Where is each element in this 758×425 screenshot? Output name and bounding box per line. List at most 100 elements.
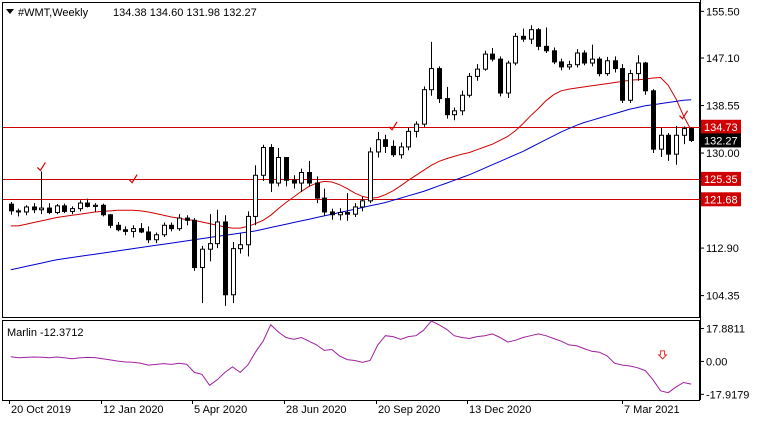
candle-body xyxy=(628,73,633,101)
candle-body xyxy=(238,244,243,250)
candle xyxy=(429,41,434,96)
candle-body xyxy=(490,53,495,60)
candle-body xyxy=(177,217,182,230)
candle xyxy=(406,127,411,151)
candle xyxy=(223,215,228,306)
check-mark-icon xyxy=(36,162,46,172)
candle-body xyxy=(162,224,167,236)
candle-body xyxy=(299,172,304,184)
candle-body xyxy=(70,208,75,212)
candle-body xyxy=(597,58,602,75)
candle xyxy=(231,241,236,304)
candle-body xyxy=(605,60,610,75)
candle xyxy=(315,176,320,204)
check-mark-icon xyxy=(388,121,398,131)
candle xyxy=(498,56,503,97)
candle xyxy=(552,47,557,65)
chart-symbol: #WMT,Weekly xyxy=(18,7,89,19)
candle xyxy=(483,50,488,71)
candle xyxy=(620,64,625,104)
chart-menu-icon[interactable] xyxy=(6,9,14,14)
candle-body xyxy=(383,139,388,147)
candle-body xyxy=(552,50,557,63)
candle xyxy=(70,206,75,215)
candle-body xyxy=(682,128,687,136)
candle xyxy=(154,232,159,244)
candle-body xyxy=(101,204,106,216)
candle-body xyxy=(467,75,472,96)
candle-body xyxy=(643,62,648,92)
candle-body xyxy=(353,206,358,215)
candle xyxy=(246,211,251,257)
candle xyxy=(422,86,427,127)
indicator-pane-frame xyxy=(2,320,700,401)
candle xyxy=(116,221,121,232)
candle-body xyxy=(16,210,21,213)
candle-body xyxy=(253,174,258,217)
candle xyxy=(368,147,373,204)
candle-body xyxy=(513,35,518,64)
candle xyxy=(391,140,396,157)
candle-body xyxy=(406,130,411,148)
current-price-tag: 132.27 xyxy=(701,133,741,148)
candle-body xyxy=(338,212,343,216)
candle-body xyxy=(391,145,396,156)
main-pane xyxy=(3,25,700,306)
down-arrow-icon xyxy=(657,350,668,360)
candle-body xyxy=(55,205,60,214)
candle xyxy=(559,58,564,71)
candle-body xyxy=(689,128,694,141)
date-tick-label: 20 Oct 2019 xyxy=(11,404,71,416)
candle-body xyxy=(276,156,281,184)
indicator-tick-label: 17.8811 xyxy=(706,324,745,336)
candle-body xyxy=(590,58,595,64)
candle-body xyxy=(613,60,618,70)
candle-body xyxy=(345,212,350,215)
candle xyxy=(544,27,549,54)
candle xyxy=(467,73,472,98)
candle-body xyxy=(452,110,457,116)
candle xyxy=(192,218,197,271)
fast-moving-average-line xyxy=(10,76,692,229)
candle xyxy=(338,208,343,221)
candle-body xyxy=(399,146,404,156)
candle-body xyxy=(429,68,434,91)
level-price-tag-label: 134.73 xyxy=(704,122,738,134)
date-tick-label: 5 Apr 2020 xyxy=(194,404,247,416)
marlin-line xyxy=(10,320,692,394)
candle xyxy=(123,226,128,236)
candle-body xyxy=(169,224,174,230)
indicator-pane xyxy=(10,320,692,394)
candle-body xyxy=(322,197,327,213)
candle-body xyxy=(536,29,541,47)
candle xyxy=(24,205,29,216)
candle-body xyxy=(292,179,297,184)
candle-body xyxy=(47,207,52,214)
candle-body xyxy=(414,123,419,132)
candle xyxy=(322,188,327,216)
check-mark-icon xyxy=(679,110,689,120)
candle-body xyxy=(307,172,312,184)
candle xyxy=(55,204,60,215)
candle xyxy=(185,215,190,226)
candle xyxy=(215,209,220,249)
candle-body xyxy=(62,205,67,212)
candle xyxy=(16,208,21,217)
candle-body xyxy=(483,53,488,70)
price-tick-label: 112.90 xyxy=(706,243,739,255)
candle xyxy=(261,144,266,181)
candle xyxy=(9,201,14,215)
indicator-label: Marlin -12.3712 xyxy=(7,327,83,339)
candle xyxy=(108,214,113,229)
level-price-tag-bg xyxy=(701,192,741,207)
candle xyxy=(460,90,465,116)
candle xyxy=(78,200,83,212)
candle xyxy=(253,165,258,226)
level-price-tag: 121.68 xyxy=(701,192,741,207)
candle xyxy=(689,127,694,143)
candle xyxy=(674,125,679,165)
candle-body xyxy=(85,202,90,207)
candle xyxy=(636,55,641,81)
price-tick-label: 130.00 xyxy=(706,148,740,160)
candle xyxy=(659,128,664,157)
